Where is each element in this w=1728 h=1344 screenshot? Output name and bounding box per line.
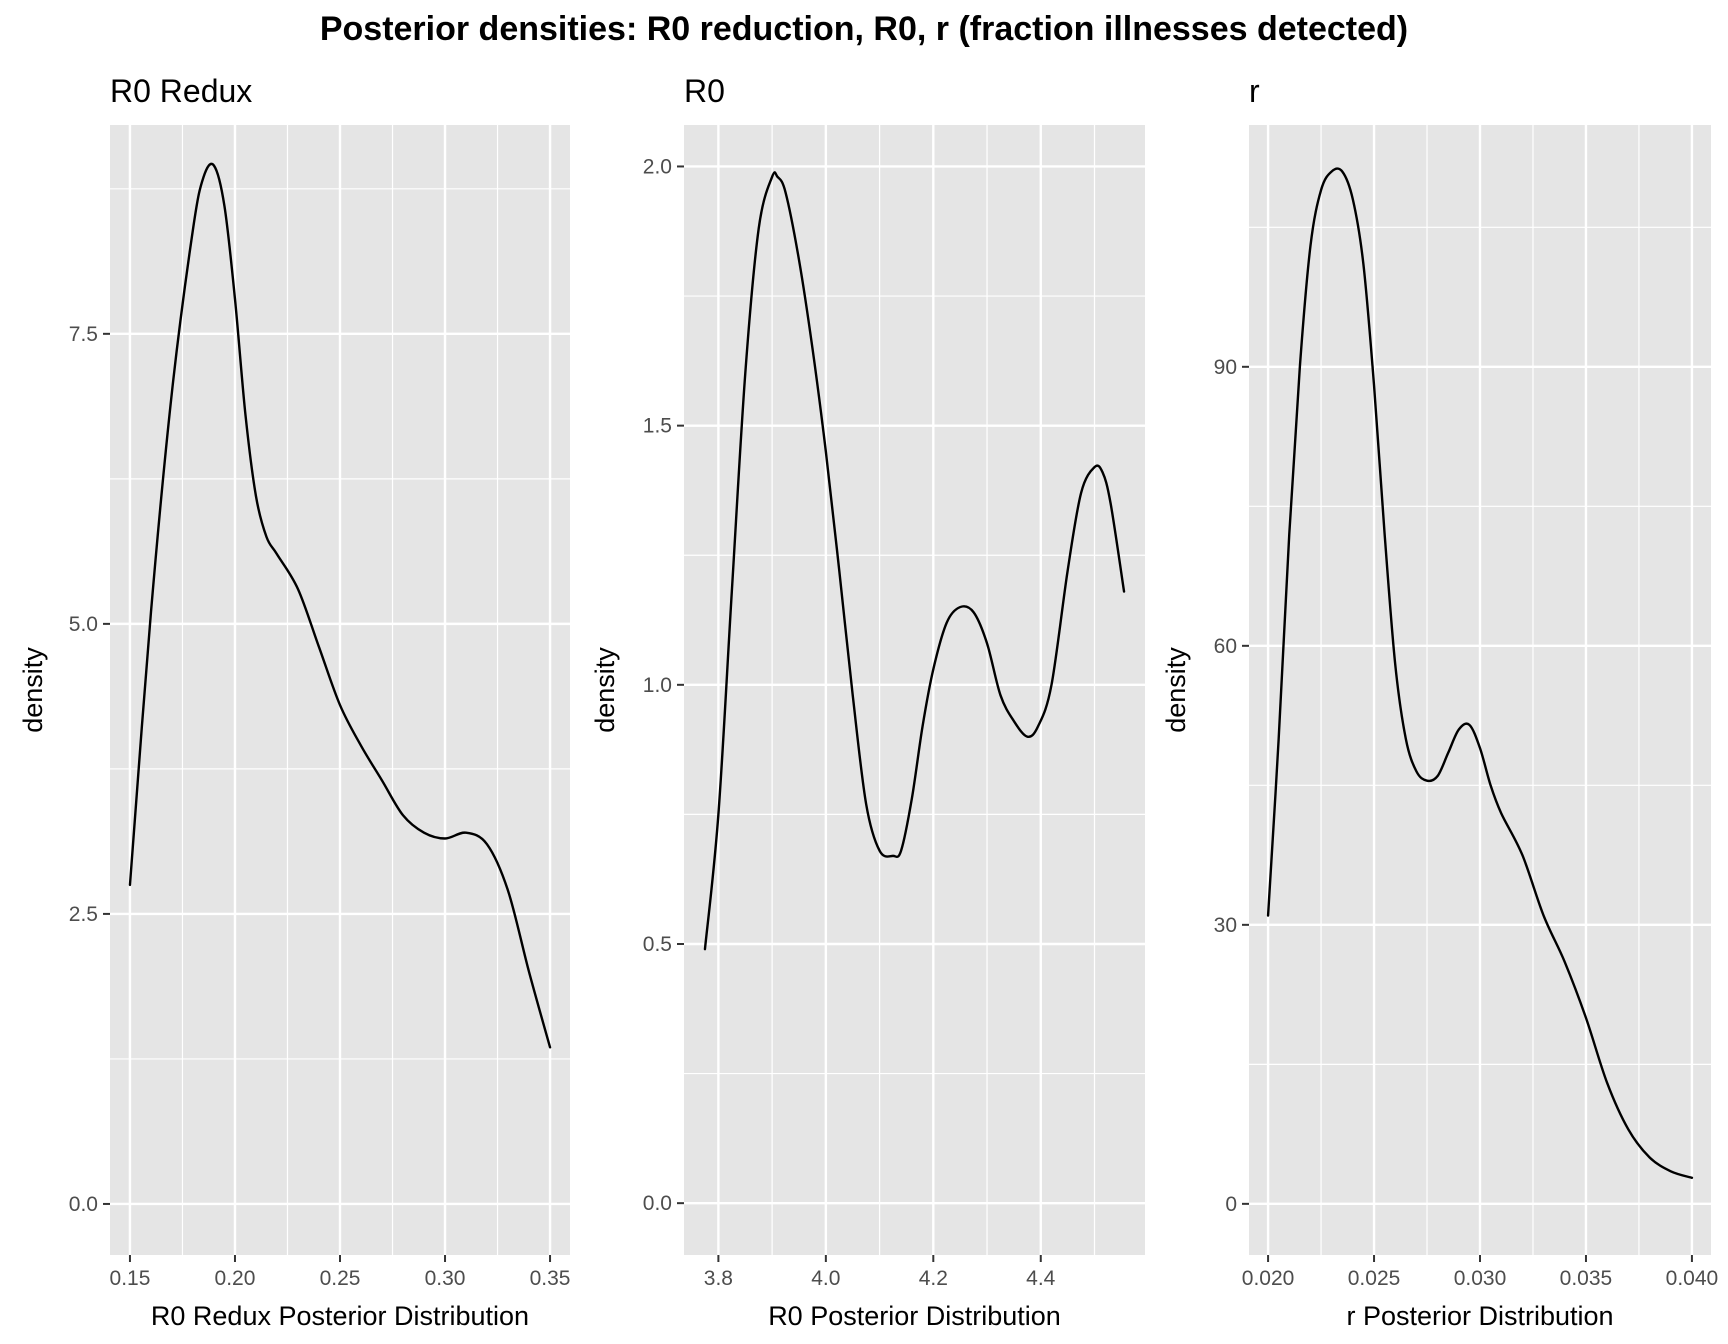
x-tick-label: 0.30 bbox=[425, 1267, 466, 1290]
x-tick-label: 0.025 bbox=[1348, 1267, 1401, 1290]
figure-title: Posterior densities: R0 reduction, R0, r… bbox=[320, 10, 1408, 48]
x-axis-title: R0 Redux Posterior Distribution bbox=[151, 1301, 529, 1331]
x-tick-label: 0.25 bbox=[320, 1267, 361, 1290]
y-tick-label: 30 bbox=[1214, 914, 1237, 937]
y-axis-title: density bbox=[1161, 647, 1191, 733]
x-tick-label: 0.040 bbox=[1666, 1267, 1719, 1290]
y-tick-label: 0 bbox=[1225, 1193, 1237, 1216]
x-tick-label: 4.2 bbox=[919, 1267, 948, 1290]
panels-group: 0.15 0.20 0.25 0.30 0.35 0.0 2.5 5.0 7.5 R0 Redux… bbox=[18, 73, 1718, 1331]
y-tick-label: 2.5 bbox=[69, 903, 98, 926]
y-tick-label: 7.5 bbox=[69, 323, 98, 346]
density-curve bbox=[703, 171, 1126, 951]
y-tick-label: 2.0 bbox=[643, 155, 672, 178]
x-tick-label: 4.0 bbox=[811, 1267, 840, 1290]
x-tick-label: 0.20 bbox=[215, 1267, 256, 1290]
y-axis-title: density bbox=[18, 647, 48, 733]
density-curve bbox=[128, 162, 552, 1049]
x-tick-label: 0.030 bbox=[1454, 1267, 1507, 1290]
y-tick-label: 0.0 bbox=[69, 1193, 98, 1216]
x-tick-label: 3.8 bbox=[704, 1267, 733, 1290]
y-tick-label: 1.0 bbox=[643, 674, 672, 697]
panel-3: 0.020 0.025 0.030 0.035 0.040 0 30 60 90 r r Poste… bbox=[1161, 73, 1718, 1331]
x-axis-title: r Posterior Distribution bbox=[1346, 1301, 1613, 1331]
panel-title: r bbox=[1249, 73, 1260, 109]
y-tick-label: 90 bbox=[1214, 356, 1237, 379]
panel-2: 3.8 4.0 4.2 4.4 0.0 0.5 1.0 1.5 2.0 R0 R0 Posterio… bbox=[590, 73, 1145, 1331]
y-tick-label: 60 bbox=[1214, 635, 1237, 658]
x-tick-label: 0.15 bbox=[110, 1267, 151, 1290]
y-tick-label: 5.0 bbox=[69, 613, 98, 636]
x-tick-label: 0.020 bbox=[1242, 1267, 1295, 1290]
density-curve bbox=[1266, 167, 1694, 1180]
x-axis-title: R0 Posterior Distribution bbox=[768, 1301, 1061, 1331]
panel-title: R0 Redux bbox=[110, 73, 252, 109]
panel-title: R0 bbox=[684, 73, 725, 109]
x-tick-label: 0.35 bbox=[530, 1267, 571, 1290]
y-axis-title: density bbox=[590, 647, 620, 733]
x-tick-label: 0.035 bbox=[1560, 1267, 1613, 1290]
y-tick-label: 1.5 bbox=[643, 415, 672, 438]
y-tick-label: 0.5 bbox=[643, 933, 672, 956]
panel-background bbox=[684, 125, 1145, 1255]
y-tick-label: 0.0 bbox=[643, 1192, 672, 1215]
panel-1: 0.15 0.20 0.25 0.30 0.35 0.0 2.5 5.0 7.5 R0 Redux… bbox=[18, 73, 570, 1331]
x-tick-label: 4.4 bbox=[1026, 1267, 1056, 1290]
